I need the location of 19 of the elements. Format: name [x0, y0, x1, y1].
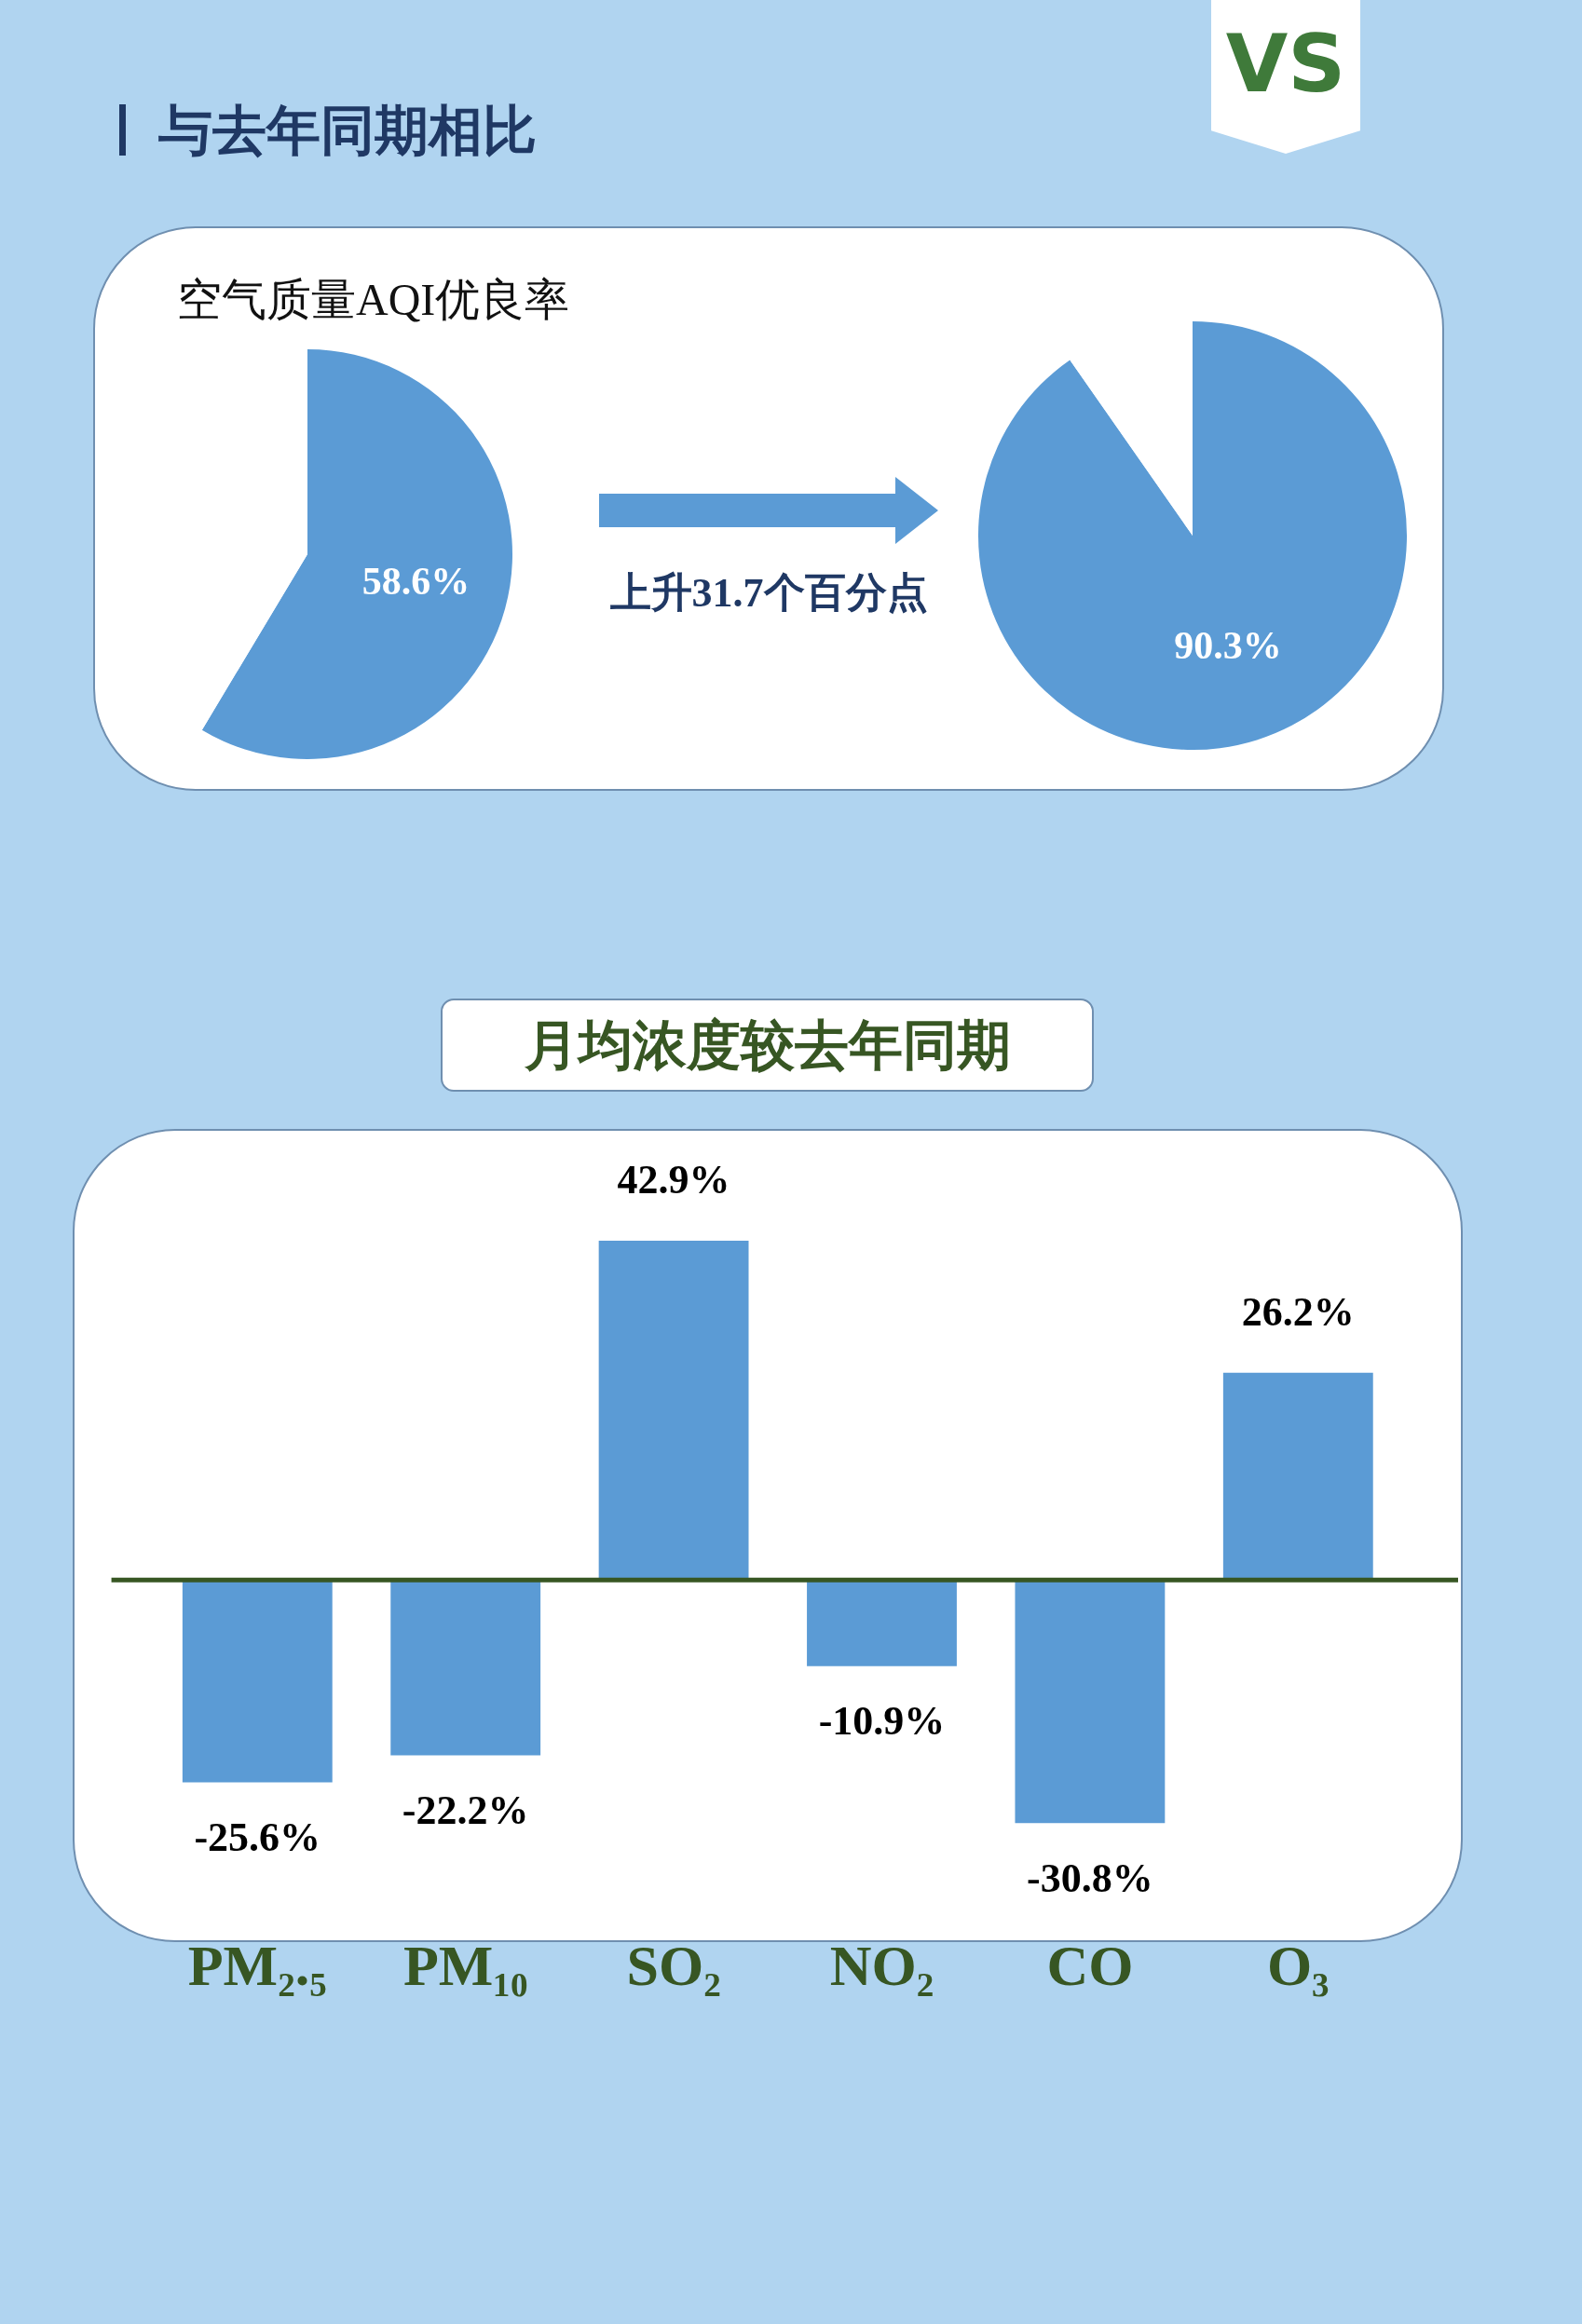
- text: 上升31.7个百分点: [608, 569, 929, 618]
- x-tick-label: O₃: [1266, 1933, 1330, 1997]
- x-tick-label: PM₁₀: [402, 1933, 528, 1997]
- x-tick-label: CO: [1046, 1933, 1134, 1997]
- data-label: -30.8%: [1027, 1855, 1153, 1901]
- chart-title: 与去年同期相比: [158, 98, 537, 164]
- data-label: 58.6%: [361, 560, 471, 604]
- data-label: 90.3%: [1174, 623, 1282, 667]
- data-label: -25.6%: [194, 1814, 321, 1860]
- x-tick-label: NO₂: [829, 1933, 934, 1997]
- data-label: 26.2%: [1241, 1289, 1355, 1336]
- data-label: -22.2%: [402, 1787, 529, 1833]
- chart-title: 月均浓度较去年同期: [523, 1013, 1012, 1079]
- text: VS: [1224, 17, 1347, 110]
- data-label: 42.9%: [617, 1157, 730, 1203]
- x-tick-label: SO₂: [626, 1933, 721, 1997]
- data-label: -10.9%: [818, 1698, 946, 1745]
- chart-subtitle: 空气质量AQI优良率: [177, 274, 570, 326]
- x-tick-label: PM₂.₅: [187, 1933, 327, 1997]
